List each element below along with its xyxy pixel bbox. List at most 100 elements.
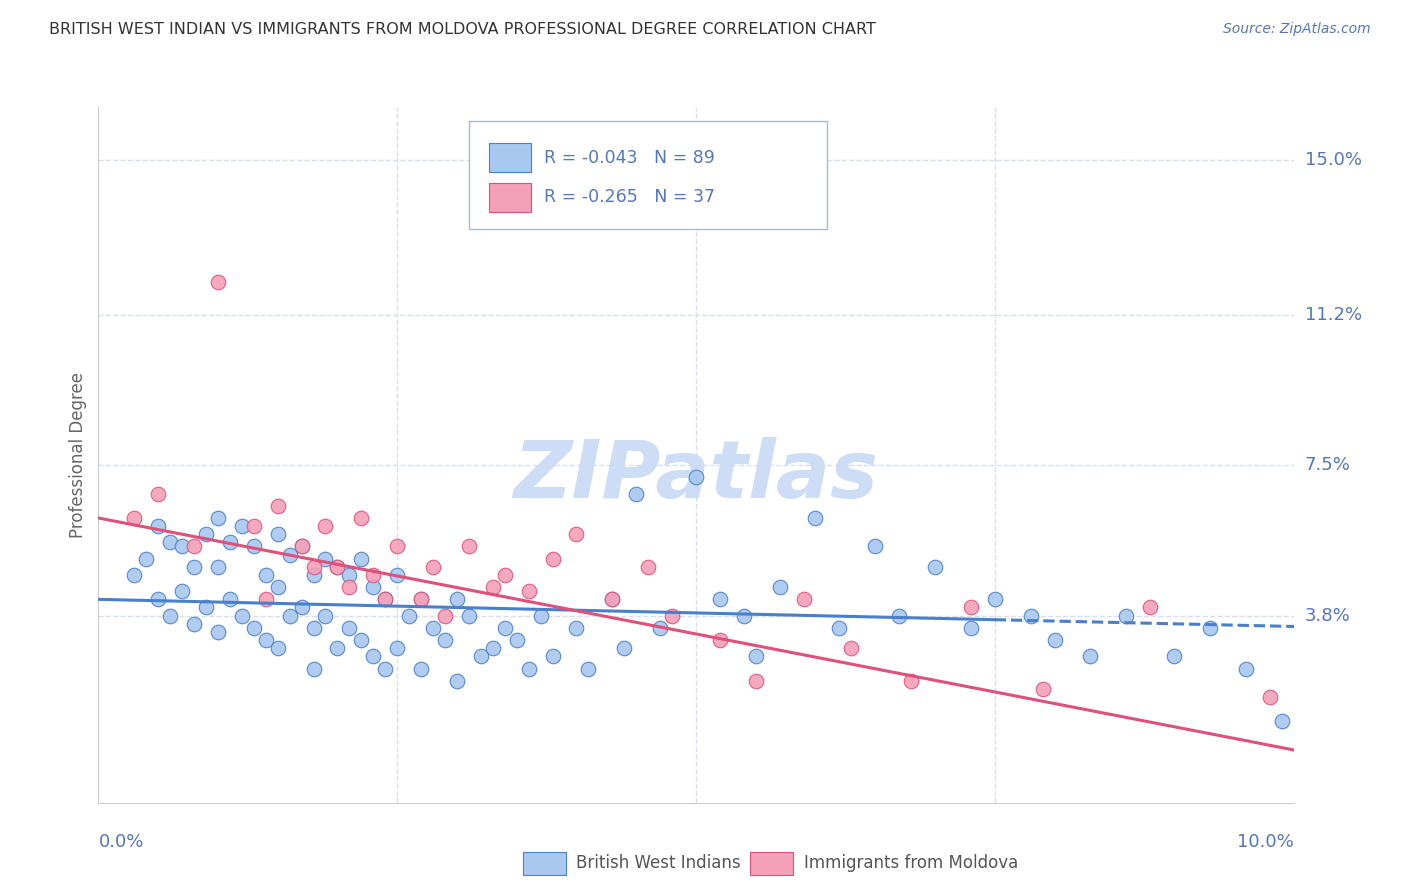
Point — [207, 275, 229, 289]
Point — [1080, 649, 1102, 664]
Text: 0.0%: 0.0% — [98, 833, 143, 851]
Point — [350, 511, 373, 525]
Point — [709, 592, 731, 607]
Point — [243, 621, 266, 635]
Point — [541, 649, 564, 664]
Point — [1163, 649, 1185, 664]
Point — [194, 600, 218, 615]
Point — [481, 580, 505, 594]
Point — [326, 559, 349, 574]
Point — [172, 584, 194, 599]
Point — [267, 499, 290, 513]
Point — [385, 540, 409, 554]
Point — [231, 608, 253, 623]
Point — [302, 621, 325, 635]
Point — [302, 559, 325, 574]
Point — [363, 649, 385, 664]
Point — [278, 608, 301, 623]
Point — [290, 540, 312, 554]
Point — [219, 535, 242, 549]
Point — [422, 621, 444, 635]
Point — [254, 633, 277, 648]
Point — [363, 568, 385, 582]
Point — [374, 592, 396, 607]
Point — [243, 540, 266, 554]
Point — [194, 527, 218, 541]
Point — [183, 540, 205, 554]
Point — [243, 519, 266, 533]
FancyBboxPatch shape — [470, 121, 827, 229]
Text: Source: ZipAtlas.com: Source: ZipAtlas.com — [1223, 22, 1371, 37]
Point — [207, 624, 229, 639]
Point — [172, 540, 194, 554]
Point — [326, 559, 349, 574]
FancyBboxPatch shape — [489, 144, 531, 172]
Point — [541, 551, 564, 566]
Point — [924, 559, 946, 574]
Point — [278, 548, 301, 562]
Point — [685, 470, 707, 484]
Point — [529, 608, 551, 623]
Point — [350, 633, 373, 648]
Point — [302, 661, 325, 675]
Point — [458, 608, 481, 623]
Point — [159, 608, 181, 623]
Text: 11.2%: 11.2% — [1305, 306, 1362, 324]
Point — [1032, 681, 1054, 696]
Point — [267, 641, 290, 656]
Point — [828, 621, 851, 635]
Point — [565, 621, 588, 635]
Point — [385, 641, 409, 656]
FancyBboxPatch shape — [489, 183, 531, 212]
Point — [254, 592, 277, 607]
Point — [254, 568, 277, 582]
Point — [745, 673, 768, 688]
Point — [411, 592, 433, 607]
Point — [889, 608, 911, 623]
Point — [339, 568, 360, 582]
Point — [1115, 608, 1137, 623]
Point — [470, 649, 492, 664]
Point — [411, 661, 433, 675]
Point — [648, 621, 672, 635]
Point — [865, 540, 887, 554]
Point — [745, 649, 768, 664]
Point — [1198, 621, 1220, 635]
Point — [422, 559, 444, 574]
Point — [983, 592, 1005, 607]
Point — [1043, 633, 1066, 648]
Point — [1019, 608, 1042, 623]
Point — [600, 592, 623, 607]
Text: 7.5%: 7.5% — [1305, 456, 1351, 474]
Point — [207, 511, 229, 525]
Point — [339, 580, 360, 594]
Point — [960, 600, 983, 615]
Point — [290, 540, 312, 554]
Point — [517, 661, 540, 675]
Point — [637, 559, 659, 574]
Text: Immigrants from Moldova: Immigrants from Moldova — [804, 855, 1018, 872]
Point — [339, 621, 360, 635]
Point — [1234, 661, 1257, 675]
Point — [506, 633, 529, 648]
Point — [709, 633, 731, 648]
Point — [398, 608, 420, 623]
Point — [326, 641, 349, 656]
Point — [124, 511, 146, 525]
Point — [148, 486, 170, 500]
Text: R = -0.043   N = 89: R = -0.043 N = 89 — [544, 149, 716, 167]
Point — [804, 511, 827, 525]
Point — [374, 592, 396, 607]
Point — [148, 519, 170, 533]
Text: 10.0%: 10.0% — [1237, 833, 1294, 851]
Point — [458, 540, 481, 554]
Point — [135, 551, 157, 566]
Point — [661, 608, 683, 623]
Point — [207, 559, 229, 574]
Point — [624, 486, 647, 500]
Point — [231, 519, 253, 533]
Point — [1139, 600, 1161, 615]
Point — [315, 519, 337, 533]
Point — [1271, 714, 1294, 729]
Point — [315, 551, 337, 566]
